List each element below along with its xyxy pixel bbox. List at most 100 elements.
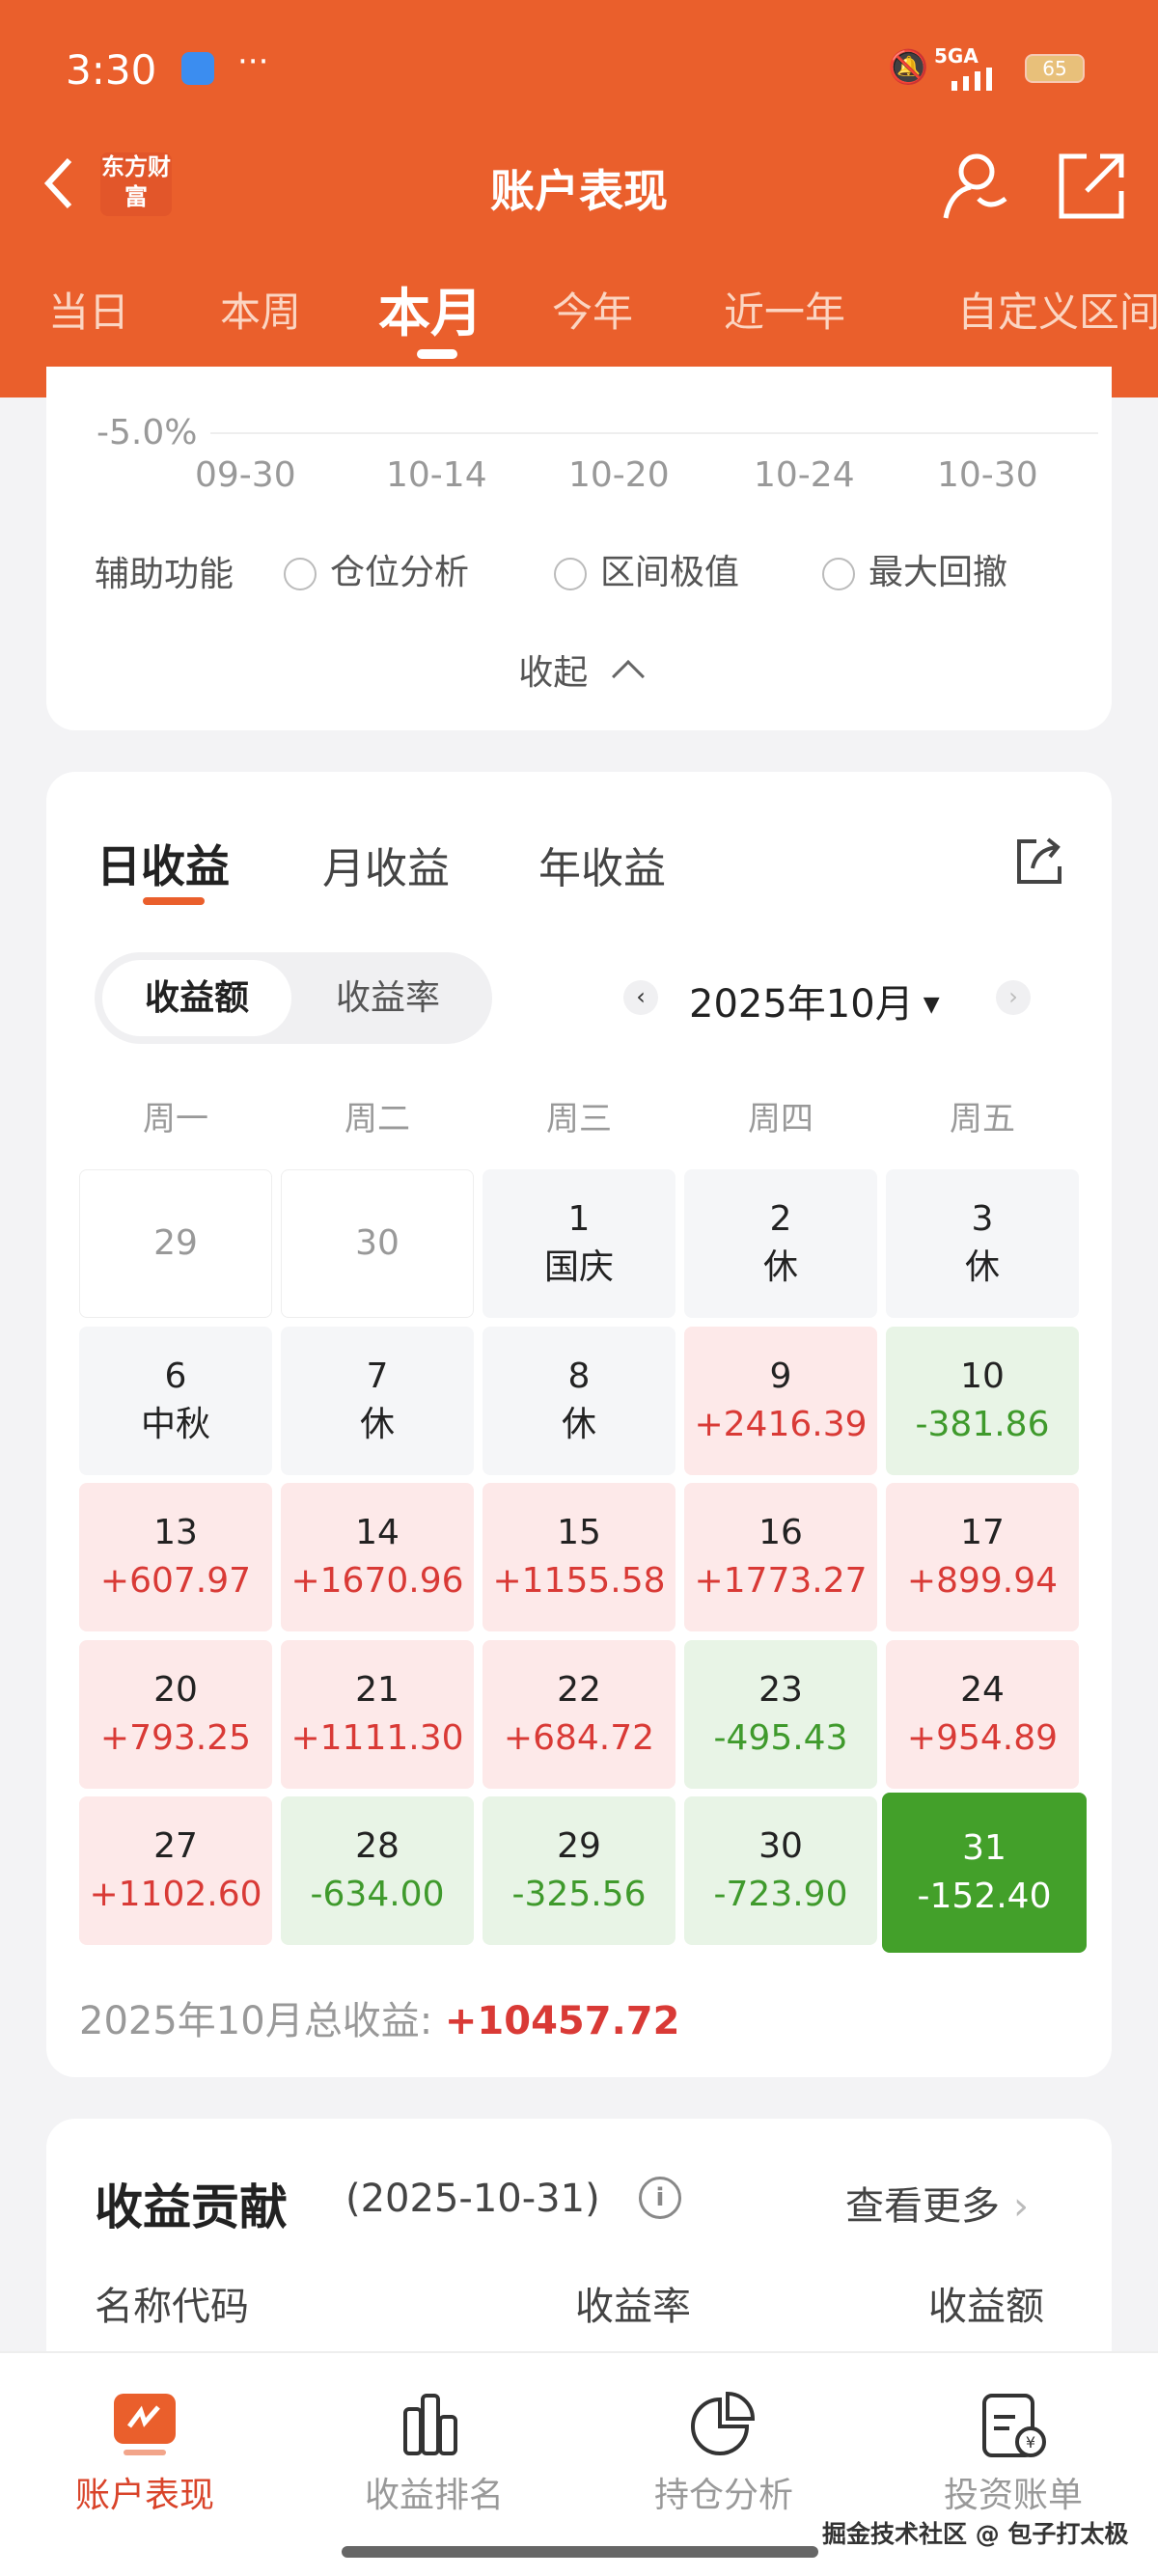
day-number: 30 — [758, 1826, 803, 1866]
status-time: 3:30 — [66, 46, 157, 94]
holiday-label: 休 — [964, 1247, 1000, 1287]
battery-indicator: 65 — [1025, 54, 1085, 83]
calendar-day-cell[interactable]: 29 — [79, 1169, 272, 1318]
tab-monthly-profit[interactable]: 月收益 — [322, 844, 450, 893]
next-month-button[interactable]: › — [996, 980, 1031, 1015]
day-profit: -325.56 — [511, 1875, 647, 1914]
x-tick-label: 10-24 — [754, 455, 855, 495]
calendar-day-cell[interactable]: 14 +1670.96 — [281, 1483, 474, 1631]
day-number: 6 — [164, 1356, 187, 1396]
x-tick-label: 10-20 — [568, 455, 670, 495]
day-number: 9 — [769, 1356, 792, 1396]
bill-yuan-icon: ¥ — [982, 2394, 1046, 2457]
tab-last-year[interactable]: 近一年 — [724, 288, 846, 336]
collapse-label: 收起 — [518, 653, 589, 693]
calendar-day-cell[interactable]: 10 -381.86 — [886, 1326, 1079, 1475]
caret-down-icon: ▼ — [923, 993, 940, 1017]
tab-custom-range[interactable]: 自定义区间 — [957, 288, 1158, 336]
bar-chart-icon — [403, 2394, 457, 2455]
day-number: 15 — [557, 1513, 601, 1552]
share-button[interactable] — [1058, 152, 1125, 224]
calendar-day-cell[interactable]: 13 +607.97 — [79, 1483, 272, 1631]
day-profit: +1773.27 — [694, 1561, 868, 1601]
day-number: 29 — [153, 1223, 198, 1263]
total-value: +10457.72 — [444, 1999, 680, 2043]
weekday-label: 周三 — [546, 1100, 612, 1138]
pie-chart-icon — [691, 2392, 756, 2455]
chevron-up-icon — [611, 660, 645, 693]
home-indicator[interactable] — [342, 2546, 818, 2558]
section-date: (2025-10-31) — [345, 2177, 600, 2221]
day-profit: +1102.60 — [89, 1875, 262, 1914]
nav-label: 账户表现 — [74, 2476, 214, 2515]
calendar-day-cell[interactable]: 9 +2416.39 — [684, 1326, 877, 1475]
calendar-day-cell[interactable]: 28 -634.00 — [281, 1796, 474, 1945]
option-max-drawdown[interactable]: 最大回撤 — [822, 544, 1007, 594]
calendar-day-cell[interactable]: 31 -152.40 — [882, 1793, 1087, 1953]
calendar-day-cell[interactable]: 15 +1155.58 — [482, 1483, 676, 1631]
calendar-day-cell[interactable]: 23 -495.43 — [684, 1639, 877, 1789]
calendar-day-cell[interactable]: 17 +899.94 — [886, 1483, 1079, 1631]
collapse-button[interactable]: 收起 — [46, 644, 1112, 695]
nav-label: 持仓分析 — [653, 2476, 793, 2515]
view-more-link[interactable]: 查看更多 › — [845, 2175, 1029, 2231]
network-type: 5GA — [934, 44, 979, 68]
calendar-day-cell[interactable]: 22 +684.72 — [482, 1639, 676, 1789]
day-number: 3 — [971, 1199, 994, 1239]
tab-yearly-profit[interactable]: 年收益 — [538, 844, 666, 893]
tab-week[interactable]: 本周 — [220, 288, 302, 336]
chevron-right-icon: › — [1013, 2184, 1029, 2229]
day-number: 10 — [960, 1356, 1005, 1396]
calendar-day-cell[interactable]: 24 +954.89 — [886, 1639, 1079, 1789]
active-tab-indicator — [417, 349, 457, 359]
calendar-day-cell[interactable]: 29 -325.56 — [482, 1796, 676, 1945]
privacy-eye-button[interactable] — [942, 151, 1009, 224]
share-icon — [1059, 153, 1124, 219]
day-number: 30 — [355, 1223, 400, 1263]
prev-month-button[interactable]: ‹ — [623, 980, 658, 1015]
x-tick-label: 09-30 — [195, 455, 296, 495]
total-label: 2025年10月总收益: — [79, 1999, 433, 2043]
tab-daily-profit[interactable]: 日收益 — [96, 840, 230, 892]
period-tabs: 当日 本周 本月 今年 近一年 自定义区间 — [0, 280, 1158, 359]
calendar-day-cell[interactable]: 30 -723.90 — [684, 1796, 877, 1945]
section-title: 收益贡献 — [95, 2179, 288, 2235]
month-label: 2025年10月 — [689, 982, 914, 1027]
tab-today[interactable]: 当日 — [48, 288, 130, 336]
day-profit: +899.94 — [906, 1561, 1059, 1601]
performance-chart-icon — [114, 2394, 176, 2455]
option-range-extreme[interactable]: 区间极值 — [554, 544, 739, 594]
calendar-day-cell[interactable]: 6 中秋 — [79, 1326, 272, 1475]
day-profit: -634.00 — [310, 1875, 445, 1914]
day-number: 21 — [355, 1669, 400, 1710]
day-profit: +793.25 — [99, 1717, 252, 1758]
calendar-day-cell[interactable]: 27 +1102.60 — [79, 1796, 272, 1945]
calendar-day-cell[interactable]: 1 国庆 — [482, 1169, 676, 1318]
toggle-amount[interactable]: 收益额 — [102, 960, 291, 1036]
calendar-day-cell[interactable]: 30 — [281, 1169, 474, 1318]
weekday-label: 周四 — [748, 1100, 813, 1138]
day-profit: -723.90 — [713, 1875, 848, 1914]
day-number: 22 — [557, 1669, 601, 1710]
option-label: 最大回撤 — [868, 553, 1008, 592]
option-position-analysis[interactable]: 仓位分析 — [284, 544, 469, 594]
back-button[interactable] — [39, 154, 87, 212]
info-icon[interactable]: i — [639, 2177, 681, 2219]
day-profit: -381.86 — [915, 1404, 1050, 1444]
share-button[interactable] — [1013, 836, 1065, 891]
month-selector[interactable]: 2025年10月 ▼ — [689, 973, 940, 1028]
toggle-rate[interactable]: 收益率 — [335, 978, 440, 1018]
active-tab-indicator — [143, 897, 205, 905]
calendar-day-cell[interactable]: 20 +793.25 — [79, 1639, 272, 1789]
tab-month[interactable]: 本月 — [378, 283, 482, 343]
tab-year[interactable]: 今年 — [552, 288, 634, 336]
calendar-day-cell[interactable]: 16 +1773.27 — [684, 1483, 877, 1631]
x-tick-label: 10-14 — [386, 455, 487, 495]
svg-text:¥: ¥ — [1026, 2433, 1035, 2452]
calendar-day-cell[interactable]: 21 +1111.30 — [281, 1639, 474, 1789]
profit-calendar-card: 日收益 月收益 年收益 收益额 收益率 ‹ 2025年10月 ▼ › 周一 周二 周三… — [46, 772, 1112, 2077]
